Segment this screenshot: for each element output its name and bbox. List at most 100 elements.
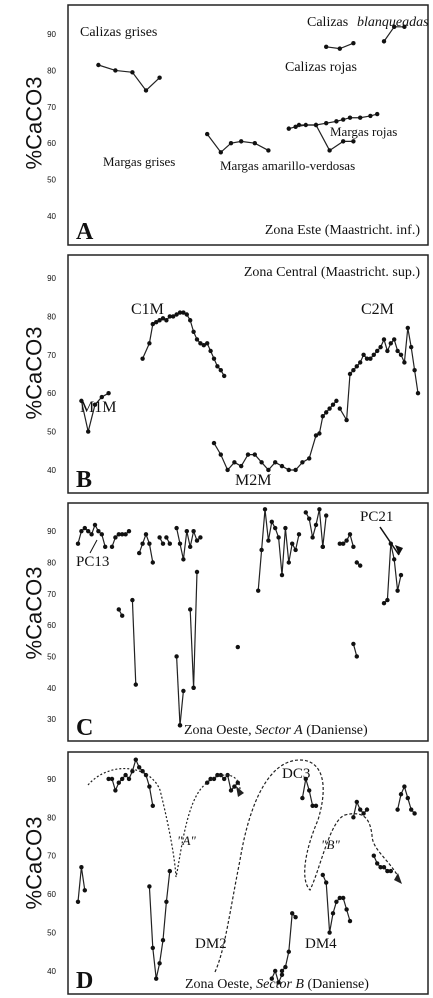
- data-point-c-8-0: [337, 541, 342, 546]
- y-tick-d-90: 90: [47, 775, 56, 784]
- data-point-c-1-5: [126, 528, 132, 534]
- data-point-d-9-1: [375, 861, 380, 866]
- data-point-c-1-4: [123, 532, 128, 537]
- data-point-b-3-8: [368, 356, 373, 361]
- label-m1m: M1M: [80, 399, 116, 416]
- data-point-b-3-11: [378, 344, 383, 350]
- data-point-d-7-7: [344, 907, 349, 912]
- data-point-a-0-3: [143, 88, 149, 93]
- data-point-c-16-1: [354, 654, 359, 659]
- data-point-d-7-5: [337, 895, 342, 901]
- data-point-c-0-3: [86, 528, 91, 534]
- data-point-d-6-4: [313, 803, 319, 808]
- data-point-d-0-1: [79, 865, 84, 870]
- data-point-b-1-13: [188, 318, 193, 323]
- panel-letter-c: C: [76, 715, 93, 741]
- data-point-c-6-1: [259, 547, 264, 553]
- data-point-c-6-11: [293, 547, 298, 553]
- data-point-b-2-20: [330, 402, 336, 407]
- data-point-c-1-0: [109, 544, 115, 550]
- data-point-b-2-3: [232, 460, 237, 465]
- data-point-b-2-5: [245, 452, 251, 457]
- data-point-b-2-17: [320, 414, 325, 419]
- data-point-d-9-5: [388, 868, 393, 874]
- data-point-a-2-2: [327, 148, 332, 153]
- data-point-c-5-5: [191, 528, 196, 534]
- data-point-c-6-12: [296, 532, 302, 537]
- data-point-d-9-2: [378, 865, 383, 870]
- data-point-b-1-8: [171, 314, 176, 319]
- series-line-c-14: [189, 609, 195, 688]
- series-line-d-4: [271, 969, 283, 985]
- data-point-c-10-3: [392, 557, 397, 562]
- data-point-c-6-9: [286, 560, 291, 565]
- label-blanqueadas: blanqueadas: [357, 15, 429, 30]
- data-point-a-1-5: [266, 148, 271, 153]
- label-calizas-rojas: Calizas rojas: [285, 60, 357, 75]
- data-point-c-1-1: [113, 535, 118, 540]
- data-point-c-4-1: [167, 541, 172, 546]
- data-point-a-0-4: [157, 75, 162, 80]
- y-tick-a-40: 40: [47, 212, 56, 221]
- data-point-d-2-3: [157, 961, 162, 966]
- data-point-c-0-6: [96, 528, 101, 534]
- data-point-d-8-1: [354, 799, 359, 805]
- data-point-d-4-3: [279, 972, 285, 977]
- label-m2m: M2M: [235, 472, 271, 489]
- data-point-a-0-1: [113, 68, 118, 73]
- data-point-c-8-2: [344, 538, 349, 543]
- data-point-c-10-5: [398, 572, 404, 578]
- label-pc21: PC21: [360, 509, 393, 525]
- data-point-c-4-0: [164, 535, 169, 540]
- data-point-b-1-11: [181, 310, 186, 315]
- data-point-b-0-4: [106, 390, 111, 396]
- data-point-a-3-6: [341, 117, 346, 122]
- data-point-b-1-3: [154, 319, 159, 325]
- data-point-b-1-21: [215, 364, 220, 369]
- data-point-c-8-3: [347, 532, 353, 537]
- data-point-b-2-1: [218, 452, 223, 457]
- data-point-c-16-0: [351, 641, 356, 647]
- data-point-b-0-2: [92, 402, 98, 407]
- series-line-a-1: [206, 133, 269, 154]
- data-point-d-5-4: [293, 914, 298, 920]
- data-point-d-7-1: [324, 880, 329, 885]
- data-point-b-1-16: [198, 341, 203, 346]
- data-point-d-7-6: [341, 895, 346, 901]
- data-point-d-1-2: [113, 788, 118, 793]
- panel-letter-a: A: [76, 219, 94, 245]
- y-tick-b-40: 40: [47, 466, 56, 475]
- data-point-d-3-4: [218, 772, 223, 778]
- data-point-d-2-1: [150, 945, 155, 951]
- data-point-d-3-3: [215, 772, 220, 778]
- data-point-a-5-2: [351, 40, 356, 46]
- data-point-c-9-1: [358, 563, 363, 568]
- panel-frame-d: [67, 751, 429, 995]
- data-point-c-15-0: [191, 685, 196, 690]
- data-point-d-3-1: [208, 776, 213, 782]
- data-point-c-6-7: [279, 572, 285, 578]
- label-calizas-grises: Calizas grises: [80, 25, 157, 40]
- series-line-c-13: [179, 690, 184, 726]
- data-point-b-3-12: [381, 337, 387, 342]
- data-point-d-1-1: [109, 776, 115, 782]
- data-point-d-6-2: [307, 788, 312, 793]
- data-point-d-10-4: [409, 807, 414, 812]
- data-point-a-3-3: [313, 122, 319, 128]
- data-point-c-2-0: [137, 550, 142, 556]
- series-line-c-7: [305, 509, 327, 547]
- series-line-c-15: [193, 571, 198, 688]
- data-point-b-2-12: [293, 467, 298, 473]
- panel-frame-b: [67, 254, 429, 494]
- y-tick-c-30: 30: [47, 715, 56, 724]
- data-point-c-14-0: [188, 607, 193, 612]
- data-point-b-1-6: [164, 318, 169, 323]
- data-point-c-17-0: [116, 607, 122, 612]
- caption-b: Zona Central (Maastricht. sup.): [244, 265, 420, 280]
- data-point-a-1-4: [252, 140, 257, 146]
- data-point-b-3-1: [344, 417, 349, 423]
- data-point-a-5-0: [324, 44, 329, 50]
- data-point-b-0-1: [86, 429, 91, 434]
- pointer-pc13: [89, 539, 98, 554]
- data-point-a-3-4: [324, 120, 329, 126]
